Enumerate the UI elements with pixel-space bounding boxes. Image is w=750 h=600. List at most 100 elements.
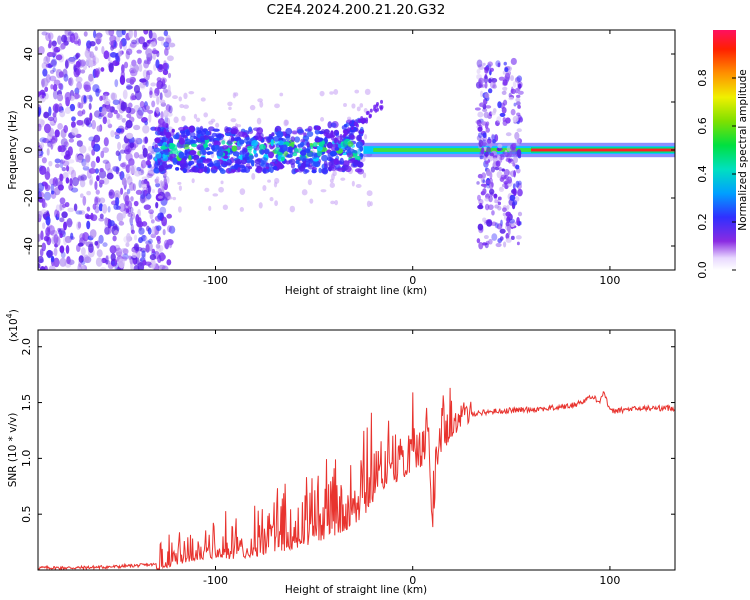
spectrogram-cell <box>120 101 127 112</box>
spectrogram-cell <box>157 187 162 195</box>
spectrogram-cell <box>69 103 76 112</box>
spectrogram-cell <box>131 39 138 45</box>
spectrogram-cell <box>108 62 114 73</box>
spectrogram-cell <box>130 165 135 176</box>
chart-title: C2E4.2024.200.21.20.G32 <box>267 2 446 18</box>
spectrogram-cell <box>43 191 51 201</box>
spectrogram-cell <box>155 182 161 188</box>
spectrogram-cell <box>52 89 58 100</box>
spectrogram-cell <box>43 235 50 242</box>
spectrogram-cell <box>159 206 167 215</box>
spectrogram-cell <box>64 30 72 37</box>
spectrogram-cell <box>327 156 333 162</box>
spectrogram-cell <box>477 173 483 179</box>
spectrogram-cell <box>39 137 47 143</box>
spectrogram-cell <box>492 157 498 163</box>
spectrogram-cell <box>249 104 256 111</box>
spectrogram-cell <box>67 159 75 164</box>
spectrogram-cell <box>170 144 178 151</box>
spectrogram-cell <box>167 196 173 200</box>
spectrogram-cell <box>61 211 68 219</box>
spectrogram-cell <box>83 117 91 126</box>
spectrogram-cell <box>195 117 201 123</box>
spectrogram-cell <box>516 148 522 157</box>
spectrogram-cell <box>147 227 152 235</box>
spectrogram-cell <box>104 226 110 235</box>
spectrogram-cell <box>162 62 169 70</box>
spectrogram-cell <box>50 59 57 66</box>
spectrogram-cell <box>175 167 180 171</box>
spectrogram-cell <box>251 173 256 180</box>
colorbar-axis: 0.0 0.2 0.4 0.6 0.8 <box>696 69 736 279</box>
spectrogram-cell <box>380 99 384 104</box>
spectrogram-cell <box>48 160 53 167</box>
spectrogram-cell <box>50 190 55 195</box>
spectrogram-cell <box>334 146 340 151</box>
spectrogram-cell <box>44 92 49 100</box>
spectrogram-cell <box>343 103 347 107</box>
spectrogram-cell <box>135 257 140 266</box>
spectrogram-cell <box>499 112 506 118</box>
spectrogram-cell <box>196 127 203 131</box>
spectrogram-cell <box>312 141 318 148</box>
spectrogram-cell <box>52 112 57 118</box>
spectrogram-cell <box>103 98 111 106</box>
spectrogram-cell <box>57 184 64 191</box>
spectrogram-cell <box>516 138 523 144</box>
spectrogram-cell <box>510 75 515 81</box>
spectrogram-cell <box>340 140 348 148</box>
spectrogram-cell <box>158 165 165 172</box>
spectrogram-cell <box>274 177 280 184</box>
spectrogram-cell <box>239 154 244 161</box>
spectrogram-cell <box>93 68 100 78</box>
spectrogram-cell <box>167 55 174 62</box>
spectrogram-cell <box>62 160 70 167</box>
spectrogram-cell <box>99 95 103 102</box>
spectrogram-cell <box>57 122 63 130</box>
spectrogram-cell <box>115 166 120 175</box>
spectrogram-cell <box>153 167 160 174</box>
spectrogram-cell <box>481 242 488 246</box>
spectrogram-cell <box>495 160 501 167</box>
spectrogram-cell <box>126 188 131 195</box>
spectrogram-cell <box>110 130 115 138</box>
spectrogram-cell <box>80 247 86 256</box>
spectrogram-cell <box>61 203 67 208</box>
spectrogram-cell <box>50 255 55 263</box>
spectrogram-cell <box>280 156 285 162</box>
spectrogram-cell <box>187 162 193 167</box>
spectrogram-cell <box>125 48 133 56</box>
y-tick-label: 40 <box>22 47 35 61</box>
spectrogram-cell <box>339 157 344 165</box>
spectrogram-cell <box>88 94 93 103</box>
spectrogram-cell <box>178 137 186 145</box>
spectrogram-cell <box>155 243 161 249</box>
spectrogram-cell <box>110 45 115 51</box>
spectrogram-cell <box>502 241 507 248</box>
spectrogram-cell <box>478 242 484 250</box>
spectrogram-cell <box>98 114 102 120</box>
spectrogram-cell <box>109 245 117 254</box>
spectrogram-cell <box>200 137 205 143</box>
spectrogram-cell <box>93 30 97 39</box>
spectrogram-cell <box>156 225 162 232</box>
spectrogram-cell <box>334 199 339 206</box>
spectrogram-cell <box>95 257 103 267</box>
spectrogram-cell <box>184 149 188 156</box>
spectrogram-cell <box>78 259 83 268</box>
spectrogram-cell <box>146 105 150 111</box>
spectrogram-cell <box>81 161 90 168</box>
x-tick-label: 100 <box>599 574 620 587</box>
spectrogram-cell <box>347 127 351 132</box>
spectrogram-cell <box>190 139 198 144</box>
spectrogram-cell <box>276 130 284 138</box>
spectrogram-cell <box>133 64 140 73</box>
spectrogram-cell <box>491 78 498 83</box>
spectrogram-cell <box>516 128 522 133</box>
spectrogram-cell <box>141 176 149 181</box>
spectrogram-cell <box>172 95 178 100</box>
spectrogram-cell <box>114 134 120 140</box>
spectrogram-cell <box>119 40 123 50</box>
spectrogram-cell <box>517 83 522 89</box>
spectrogram-cell <box>157 130 164 136</box>
